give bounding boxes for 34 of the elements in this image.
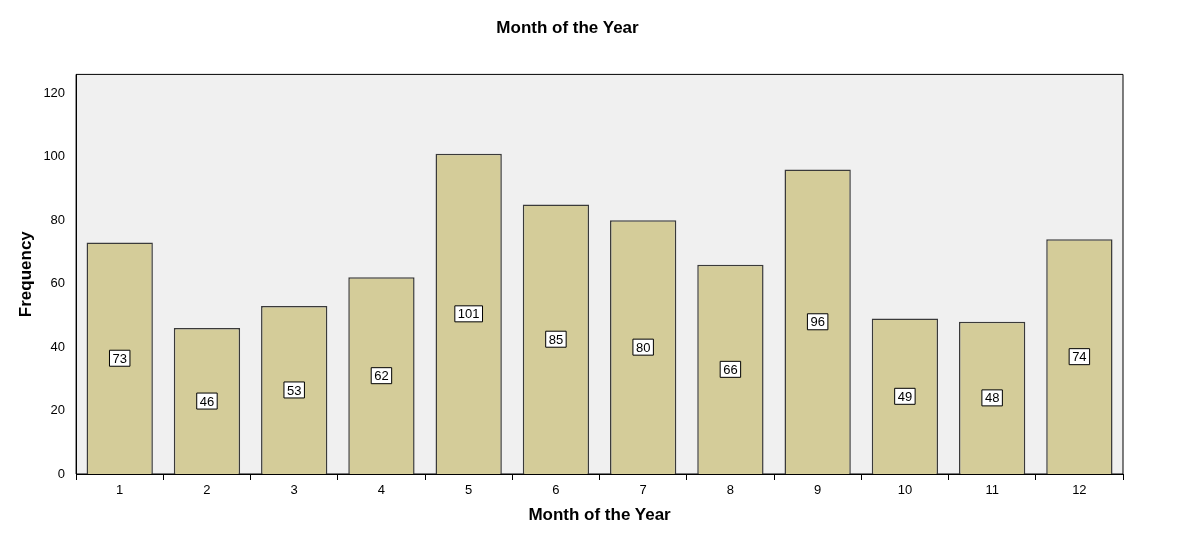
- data-label: 96: [810, 314, 825, 330]
- data-label: 62: [374, 368, 389, 384]
- data-label: 80: [635, 339, 651, 355]
- x-tick-label: 12: [1072, 482, 1087, 498]
- x-tick-label: 8: [726, 482, 735, 498]
- data-label: 66: [723, 361, 738, 377]
- data-label: 101: [457, 306, 480, 322]
- data-label: 85: [548, 331, 564, 347]
- data-label: 53: [286, 382, 302, 398]
- y-tick-label: 40: [50, 338, 66, 354]
- x-tick-label: 9: [814, 482, 822, 498]
- x-tick-label: 6: [552, 482, 560, 498]
- y-tick-label: 0: [57, 465, 66, 481]
- x-tick-label: 5: [465, 482, 473, 498]
- data-label: 48: [984, 390, 1000, 406]
- x-tick-label: 4: [377, 482, 386, 498]
- y-axis-title: Frequency: [15, 230, 35, 318]
- data-label: 46: [199, 393, 215, 409]
- x-tick-label: 3: [290, 482, 298, 498]
- chart-title: Month of the Year: [496, 17, 640, 37]
- x-tick-label: 11: [985, 482, 999, 498]
- data-label: 49: [897, 388, 913, 404]
- data-label: 73: [112, 350, 127, 366]
- x-tick-label: 1: [116, 482, 124, 498]
- x-axis-title: Month of the Year: [528, 505, 672, 525]
- y-tick-label: 100: [43, 148, 66, 164]
- y-tick-label: 80: [50, 211, 66, 227]
- y-tick-label: 120: [43, 85, 66, 101]
- x-tick-label: 10: [897, 482, 913, 498]
- data-label: 74: [1072, 349, 1087, 365]
- y-tick-label: 60: [50, 275, 66, 291]
- x-tick-label: 7: [639, 482, 647, 498]
- y-tick-label: 20: [50, 402, 66, 418]
- x-tick-label: 2: [203, 482, 211, 498]
